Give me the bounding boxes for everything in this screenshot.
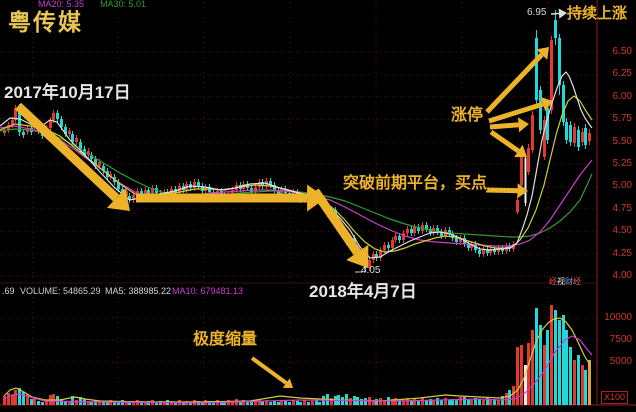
- price-axis-label: 5.50: [612, 136, 632, 147]
- volume-ma10-label: MA10: 679481.13: [172, 286, 244, 296]
- ma5-value-label: .5.82: [2, 0, 23, 9]
- price-axis-label: 6.00: [612, 91, 632, 102]
- volume-fragment-label: .69: [2, 286, 15, 296]
- volume-axis-label: 10000: [604, 312, 632, 323]
- annotation-breakout-buy-point: 突破前期平台，买点: [343, 175, 488, 192]
- watermark-logo: 经视财经: [549, 278, 581, 286]
- volume-value-label: VOLUME: 54865.29: [20, 286, 101, 296]
- price-axis-label: 5.75: [612, 113, 632, 124]
- annotation-peak-price: 6.95: [527, 7, 547, 18]
- ma20-value-label: MA20: 5.35: [38, 0, 85, 9]
- price-axis-label: 4.75: [612, 203, 632, 214]
- price-axis-label: 6.50: [612, 46, 632, 57]
- stock-title: 粤传媒: [8, 9, 83, 35]
- watermark-char: 经: [573, 277, 581, 286]
- annotation-low-price: 4.05: [361, 265, 381, 276]
- watermark-char: 经: [549, 277, 557, 286]
- watermark-char: 财: [565, 277, 573, 286]
- annotation-date-top: 2017年10月17日: [4, 83, 131, 102]
- annotation-limit-up: 涨停: [451, 107, 484, 124]
- watermark-char: 视: [557, 277, 565, 286]
- price-axis-label: 4.00: [612, 270, 632, 281]
- price-axis-label: 5.25: [612, 158, 632, 169]
- ma30-value-label: MA30: 5.01: [100, 0, 147, 9]
- volume-unit-multiplier: X100: [601, 391, 629, 404]
- volume-axis-label: 5000: [609, 356, 632, 367]
- annotation-date-bottom: 2018年4月7日: [309, 282, 417, 301]
- price-axis-label: 4.50: [612, 225, 632, 236]
- price-axis-label: 6.25: [612, 68, 632, 79]
- price-axis-label: 5.00: [612, 180, 632, 191]
- annotation-shrink-volume: 极度缩量: [193, 331, 258, 348]
- annotation-uptrend: 持续上涨: [567, 5, 628, 22]
- volume-ma5-label: MA5: 388985.22: [105, 286, 172, 296]
- volume-axis-label: 7500: [609, 334, 632, 345]
- price-axis-label: 4.25: [612, 248, 632, 259]
